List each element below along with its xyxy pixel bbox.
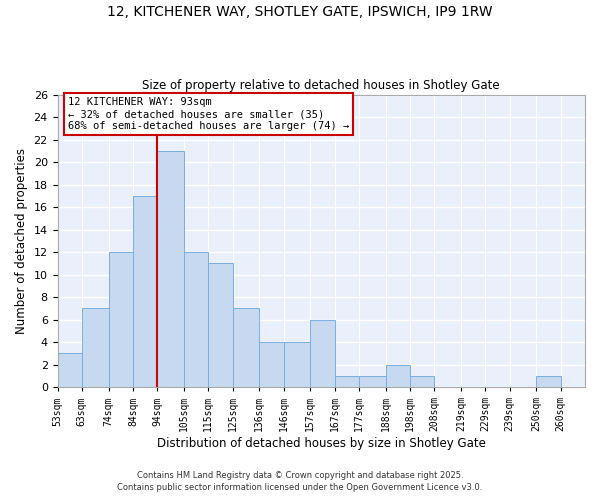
Text: 12, KITCHENER WAY, SHOTLEY GATE, IPSWICH, IP9 1RW: 12, KITCHENER WAY, SHOTLEY GATE, IPSWICH… [107, 5, 493, 19]
Bar [208, 264, 233, 387]
Bar [157, 151, 184, 387]
Bar [184, 252, 208, 387]
Bar [310, 320, 335, 387]
Bar [410, 376, 434, 387]
Bar [259, 342, 284, 387]
Bar [284, 342, 310, 387]
Bar [536, 376, 560, 387]
Bar [133, 196, 157, 387]
Bar [335, 376, 359, 387]
Title: Size of property relative to detached houses in Shotley Gate: Size of property relative to detached ho… [142, 79, 500, 92]
Bar [58, 354, 82, 387]
Bar [386, 364, 410, 387]
Text: Contains HM Land Registry data © Crown copyright and database right 2025.
Contai: Contains HM Land Registry data © Crown c… [118, 471, 482, 492]
Bar [109, 252, 133, 387]
Bar [233, 308, 259, 387]
X-axis label: Distribution of detached houses by size in Shotley Gate: Distribution of detached houses by size … [157, 437, 486, 450]
Y-axis label: Number of detached properties: Number of detached properties [15, 148, 28, 334]
Bar [359, 376, 386, 387]
Bar [82, 308, 109, 387]
Text: 12 KITCHENER WAY: 93sqm
← 32% of detached houses are smaller (35)
68% of semi-de: 12 KITCHENER WAY: 93sqm ← 32% of detache… [68, 98, 349, 130]
